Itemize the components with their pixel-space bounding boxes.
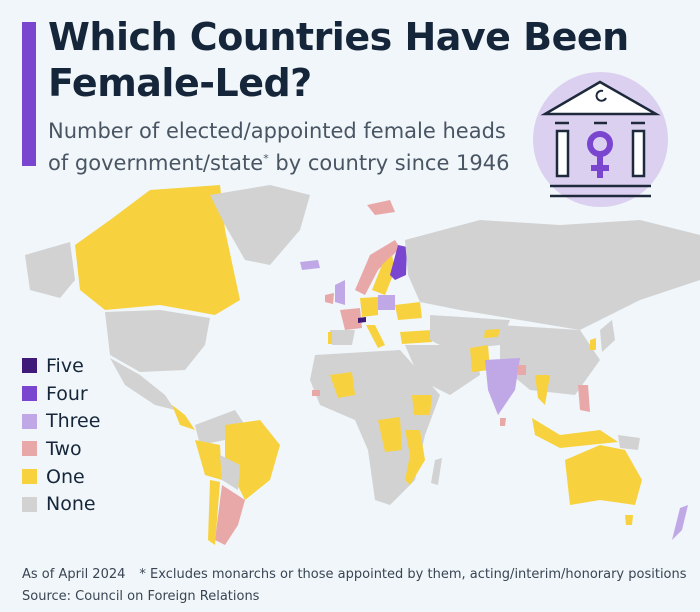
region-ethiopia bbox=[412, 395, 432, 415]
region-finland bbox=[390, 245, 407, 280]
region-greenland bbox=[210, 185, 310, 265]
region-svalbard bbox=[367, 200, 395, 215]
region-philippines bbox=[578, 385, 590, 412]
region-sweden bbox=[372, 255, 395, 295]
region-italy bbox=[366, 325, 385, 348]
region-norway bbox=[355, 240, 400, 295]
legend-swatch bbox=[22, 413, 37, 429]
region-uk bbox=[335, 280, 345, 305]
legend-swatch bbox=[22, 441, 37, 457]
region-tasmania bbox=[625, 515, 633, 525]
region-alaska bbox=[25, 242, 75, 298]
region-chile bbox=[208, 480, 220, 545]
region-central-america bbox=[172, 405, 195, 430]
region-colombia-venezuela bbox=[195, 410, 245, 445]
legend-item-four: Four bbox=[22, 380, 100, 408]
region-australia bbox=[565, 445, 642, 505]
legend-item-two: Two bbox=[22, 435, 100, 463]
legend-item-one: One bbox=[22, 463, 100, 491]
region-new-zealand bbox=[672, 505, 688, 540]
region-portugal bbox=[328, 332, 332, 344]
region-usa bbox=[105, 310, 210, 372]
page-title: Which Countries Have Been Female-Led? bbox=[48, 15, 629, 105]
region-ireland bbox=[325, 293, 334, 304]
region-indonesia bbox=[532, 418, 618, 448]
region-pakistan bbox=[470, 345, 490, 372]
region-central-asia bbox=[430, 315, 510, 350]
world-map bbox=[0, 180, 700, 550]
footnote: * Excludes monarchs or those appointed b… bbox=[139, 567, 687, 582]
region-canada bbox=[75, 185, 240, 315]
accent-bar bbox=[22, 22, 36, 166]
region-kyrgyzstan bbox=[484, 329, 500, 338]
legend: Five Four Three Two One None bbox=[22, 352, 100, 518]
region-china bbox=[500, 325, 600, 395]
source: Source: Council on Foreign Relations bbox=[22, 589, 260, 604]
region-poland bbox=[378, 295, 395, 310]
region-bangladesh bbox=[518, 365, 526, 375]
legend-item-none: None bbox=[22, 490, 100, 518]
region-east-africa bbox=[405, 430, 425, 485]
region-thailand bbox=[535, 375, 550, 405]
legend-swatch bbox=[22, 496, 37, 512]
subtitle: Number of elected/appointed female heads… bbox=[48, 119, 510, 175]
region-switzerland bbox=[358, 317, 366, 323]
legend-swatch bbox=[22, 386, 37, 402]
region-senegal bbox=[312, 390, 320, 396]
region-drc bbox=[378, 417, 402, 452]
region-iceland bbox=[300, 260, 320, 270]
region-peru bbox=[195, 440, 222, 480]
legend-swatch bbox=[22, 358, 37, 374]
region-brazil bbox=[225, 420, 280, 500]
legend-item-three: Three bbox=[22, 407, 100, 435]
region-papua bbox=[618, 435, 640, 450]
region-madagascar bbox=[431, 458, 442, 485]
region-argentina bbox=[215, 485, 245, 545]
region-spain bbox=[330, 330, 355, 345]
region-sri-lanka bbox=[500, 418, 506, 426]
region-south-korea bbox=[590, 338, 596, 350]
legend-item-five: Five bbox=[22, 352, 100, 380]
region-bolivia bbox=[220, 455, 240, 490]
region-africa bbox=[310, 350, 440, 505]
region-middle-east bbox=[405, 345, 480, 395]
footer: As of April 2024 * Excludes monarchs or t… bbox=[22, 564, 687, 608]
region-mexico bbox=[110, 358, 175, 410]
region-turkey bbox=[400, 330, 432, 344]
region-ukraine bbox=[395, 302, 422, 320]
region-germany bbox=[360, 297, 378, 317]
government-building-female-symbol-icon bbox=[533, 72, 668, 207]
date-note: As of April 2024 bbox=[22, 567, 126, 582]
region-india bbox=[485, 358, 520, 415]
region-japan bbox=[600, 320, 615, 352]
region-russia bbox=[405, 220, 700, 330]
region-france bbox=[340, 308, 362, 330]
region-mali bbox=[330, 372, 355, 398]
legend-swatch bbox=[22, 469, 37, 485]
